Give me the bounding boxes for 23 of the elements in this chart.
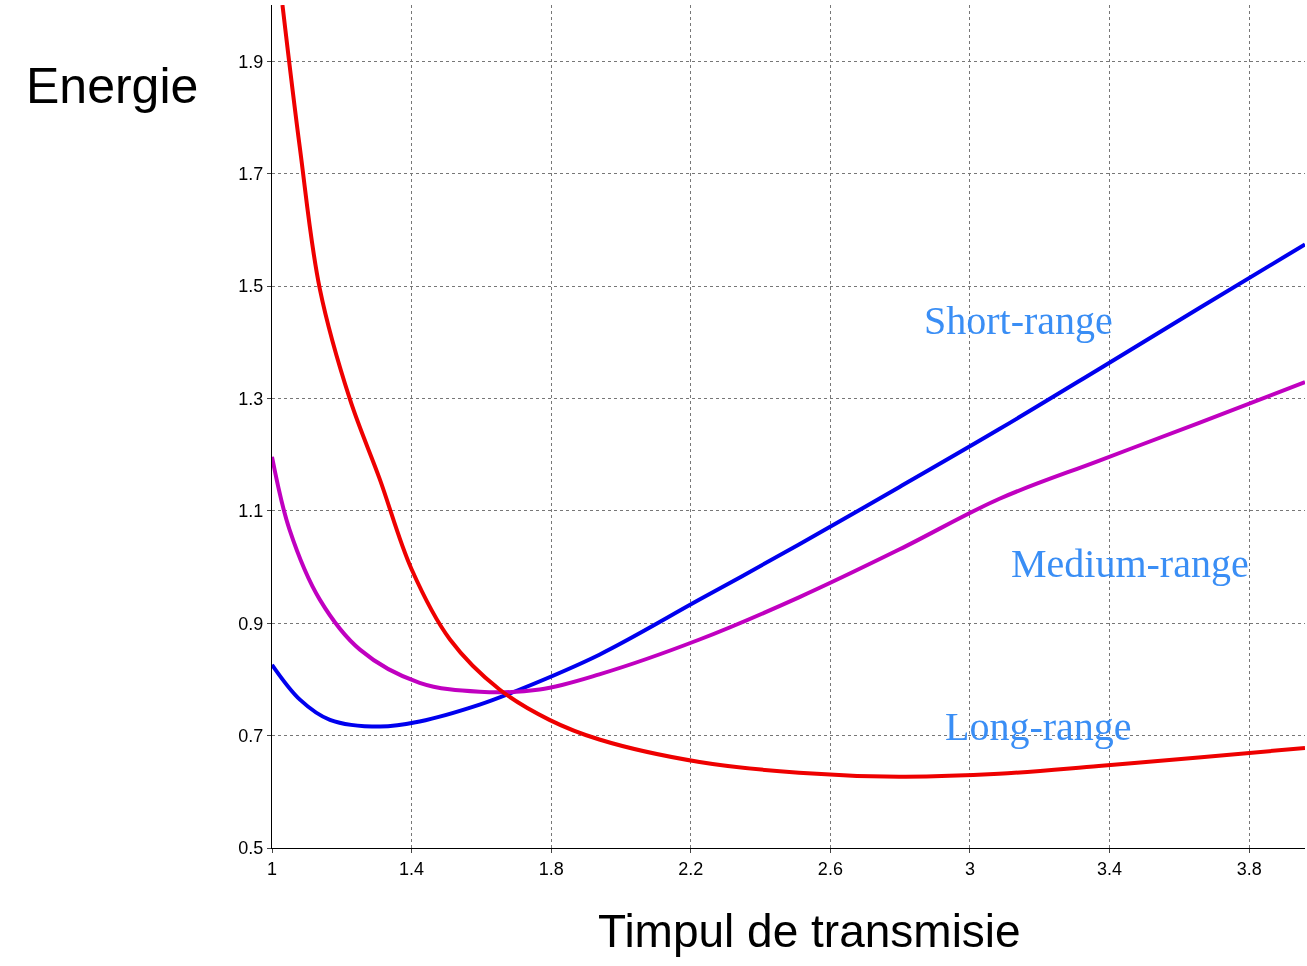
y-tick-label: 0.9: [238, 613, 264, 634]
y-tick-label: 1.1: [238, 501, 264, 522]
y-tick-label: 1.3: [238, 388, 264, 409]
x-tick-label: 3.8: [1236, 858, 1262, 879]
y-tick-label: 1.9: [238, 51, 264, 72]
x-tick-label: 3: [964, 858, 975, 879]
x-tick-label: 3.4: [1097, 858, 1123, 879]
x-tick-label: 1: [266, 858, 278, 879]
y-tick-label: 0.5: [238, 838, 264, 859]
x-tick-label: 2.6: [817, 858, 843, 879]
y-tick-label: 1.7: [238, 163, 264, 184]
x-tick-label: 2.2: [678, 858, 704, 879]
x-axis-title: Timpul de transmisie: [598, 905, 1021, 957]
annotation: Short-range: [924, 298, 1113, 343]
y-axis-title: Energie: [26, 58, 199, 114]
y-tick-label: 0.7: [238, 725, 264, 746]
y-tick-label: 1.5: [238, 276, 264, 297]
line-series: [280, 5, 1305, 779]
x-tick-label: 1.4: [399, 858, 425, 879]
annotation: Long-range: [945, 704, 1132, 749]
line-series: [272, 380, 1305, 695]
annotation: Medium-range: [1011, 541, 1249, 586]
x-tick-label: 1.8: [538, 858, 564, 879]
